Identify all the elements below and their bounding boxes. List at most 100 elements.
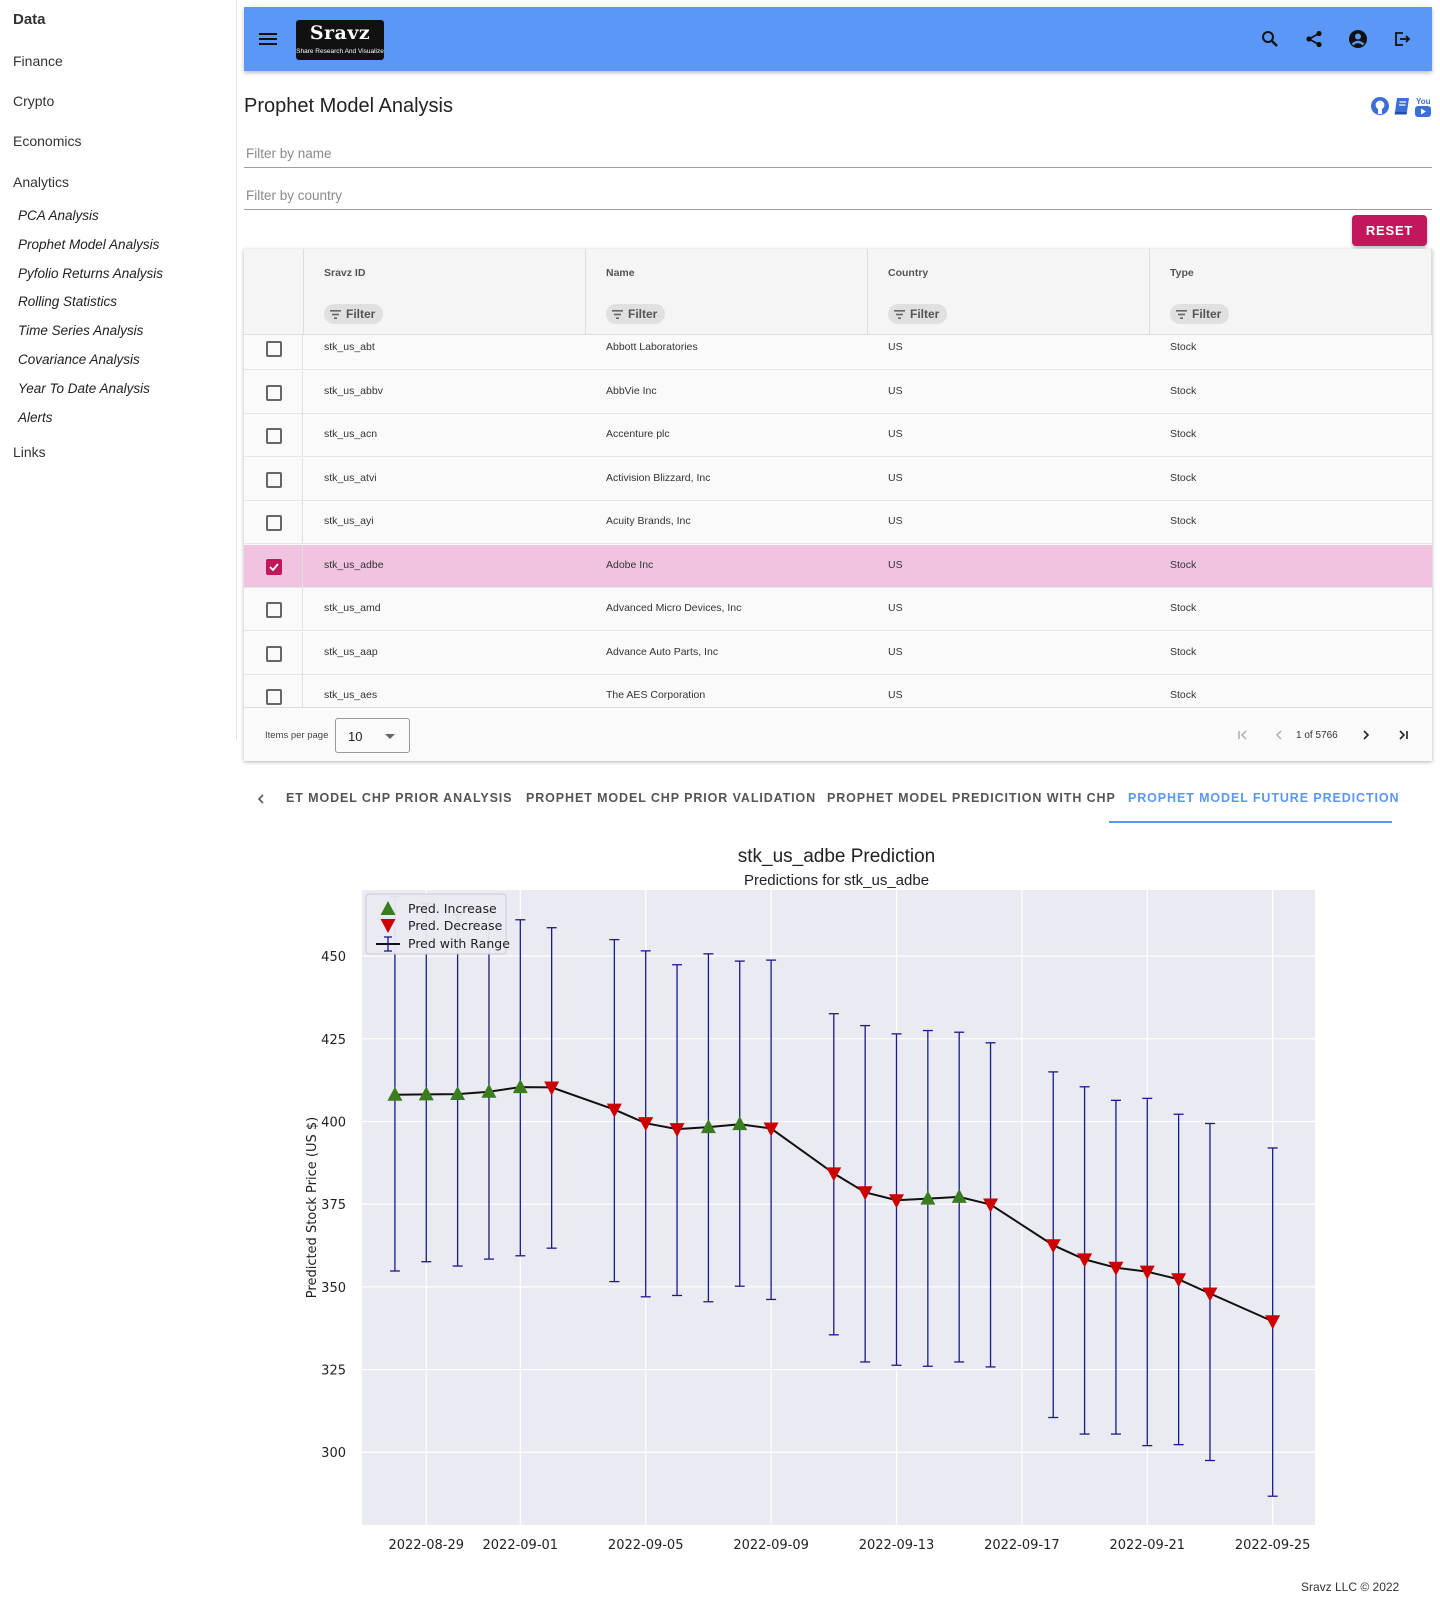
tabs-scroll-left-button[interactable] [254,792,270,808]
cell-type: Stock [1170,689,1197,701]
checkbox-cell [244,414,303,456]
row-checkbox[interactable] [266,602,282,618]
sidebar-item-covariance-analysis[interactable]: Covariance Analysis [18,352,140,367]
decrease-marker [1077,1253,1093,1268]
sidebar-category-crypto[interactable]: Crypto [13,93,55,109]
items-per-page-select[interactable]: 10 [335,718,410,753]
checkbox-cell [244,370,303,413]
cell-sravz-id: stk_us_acn [324,428,378,440]
sidebar-item-time-series-analysis[interactable]: Time Series Analysis [18,323,144,338]
table-paginator: Items per page 10 1 of 5766 [244,707,1432,761]
chevron-down-icon [385,734,395,739]
sidebar-category-economics[interactable]: Economics [13,133,82,149]
page-title: Prophet Model Analysis [244,95,454,117]
table-row[interactable]: stk_us_abt Abbott Laboratories US Stock [244,335,1432,370]
sidebar-item-pca-analysis[interactable]: PCA Analysis [18,208,99,223]
cell-sravz-id: stk_us_amd [324,602,381,614]
sidebar-item-rolling-statistics[interactable]: Rolling Statistics [18,294,118,309]
cell-country: US [888,515,903,527]
column-header-sravz-id[interactable]: Sravz ID [324,267,366,279]
row-checkbox[interactable] [266,645,282,662]
sidebar-item-prophet-model-analysis[interactable]: Prophet Model Analysis [18,237,160,252]
table-row[interactable]: stk_us_abbv AbbVie Inc US Stock [244,370,1432,414]
cell-name: Accenture plc [606,428,670,440]
table-row[interactable]: stk_us_amd Advanced Micro Devices, Inc US S… [244,588,1432,631]
chevron-left-icon [257,794,264,804]
row-checkbox[interactable] [266,341,282,357]
sidebar-category-finance[interactable]: Finance [13,53,63,69]
youtube-icon[interactable]: You [1414,96,1434,117]
table-header: Sravz ID Name Country Type Filter Filter… [244,249,1432,335]
cell-country: US [888,471,903,484]
cell-name: Advanced Micro Devices, Inc [606,602,742,614]
first-page-button[interactable] [1234,726,1252,744]
decrease-marker [1171,1273,1187,1288]
menu-icon[interactable] [256,27,280,51]
account-icon[interactable] [1346,27,1370,51]
sidebar-category-links[interactable]: Links [13,444,46,460]
previous-page-button[interactable] [1270,726,1288,744]
table-row[interactable]: stk_us_aes The AES Corporation US Stock [244,675,1432,707]
cell-type: Stock [1170,558,1197,571]
table-row[interactable]: stk_us_atvi Activision Blizzard, Inc US Sto… [244,457,1432,501]
x-tick-label: 2022-09-17 [984,1538,1060,1553]
type-filter-chip[interactable]: Filter [1170,304,1230,324]
cell-type: Stock [1170,428,1197,440]
row-checkbox[interactable] [266,384,282,401]
legend-increase-marker [380,901,396,915]
table-row[interactable]: stk_us_aap Advance Auto Parts, Inc US Stock [244,631,1432,675]
tab-future-prediction[interactable]: PROPHET MODEL FUTURE PREDICTION [1128,791,1400,805]
x-tick-label: 2022-09-01 [483,1538,559,1553]
last-page-button[interactable] [1394,726,1412,744]
cell-type: Stock [1170,515,1197,527]
chart-subtitle: Predictions for stk_us_adbe [743,872,930,889]
github-icon[interactable] [1370,96,1390,116]
sidebar-category-data[interactable]: Data [13,11,46,28]
sidebar-item-year-to-date-analysis[interactable]: Year To Date Analysis [18,381,150,396]
logo-tagline: Share Research And Visualize [296,48,384,55]
next-page-button[interactable] [1357,726,1375,744]
filter-by-country-input[interactable] [244,182,1432,208]
chart-title: stk_us_adbe Prediction [737,846,936,867]
search-icon[interactable] [1258,27,1282,51]
cell-sravz-id: stk_us_adbe [324,558,384,571]
row-checkbox[interactable] [266,471,282,488]
filter-by-name-field[interactable] [244,140,1432,168]
prediction-chart: 300 325 350 375 400 425 450 2022-08-29 2022-09-0… [305,890,1315,1553]
x-tick-label: 2022-08-29 [388,1538,464,1553]
y-tick-label: 325 [321,1364,346,1379]
row-checkbox[interactable] [266,558,282,575]
country-filter-chip[interactable]: Filter [888,304,948,324]
reset-button[interactable]: RESET [1352,215,1427,246]
row-checkbox[interactable] [266,689,282,705]
logo[interactable]: Sravz Share Research And Visualize [296,20,384,60]
sravz-id-filter-chip[interactable]: Filter [324,304,384,324]
tab-chp-prior-analysis[interactable]: ET MODEL CHP PRIOR ANALYSIS [286,791,513,805]
filter-by-country-field[interactable] [244,182,1432,210]
tab-prediction-with-chp[interactable]: PROPHET MODEL PREDICITION WITH CHP [827,791,1116,805]
table-row[interactable]: stk_us_ayi Acuity Brands, Inc US Stock [244,501,1432,544]
row-checkbox[interactable] [266,428,282,444]
book-icon[interactable] [1392,96,1412,116]
filter-by-name-input[interactable] [244,140,1432,166]
sidebar-item-alerts[interactable]: Alerts [18,410,53,425]
table-row[interactable]: stk_us_adbe Adobe Inc US Stock [244,544,1432,588]
column-header-country[interactable]: Country [888,267,929,279]
legend-label-range: Pred with Range [408,936,510,951]
column-header-name[interactable]: Name [606,267,635,279]
name-filter-chip[interactable]: Filter [606,304,666,324]
cell-type: Stock [1170,471,1197,484]
row-checkbox[interactable] [266,515,282,531]
table-row[interactable]: stk_us_acn Accenture plc US Stock [244,414,1432,457]
sidebar-item-pyfolio-returns-analysis[interactable]: Pyfolio Returns Analysis [18,266,164,281]
cell-type: Stock [1170,341,1197,353]
cell-type: Stock [1170,384,1197,397]
legend-box [365,893,507,955]
sidebar-category-analytics[interactable]: Analytics [13,174,70,190]
share-icon[interactable] [1302,27,1326,51]
column-header-type[interactable]: Type [1170,267,1194,279]
logout-icon[interactable] [1390,27,1414,51]
cell-sravz-id: stk_us_ayi [324,515,374,527]
tab-chp-prior-validation[interactable]: PROPHET MODEL CHP PRIOR VALIDATION [526,791,817,805]
decrease-marker [888,1194,904,1209]
